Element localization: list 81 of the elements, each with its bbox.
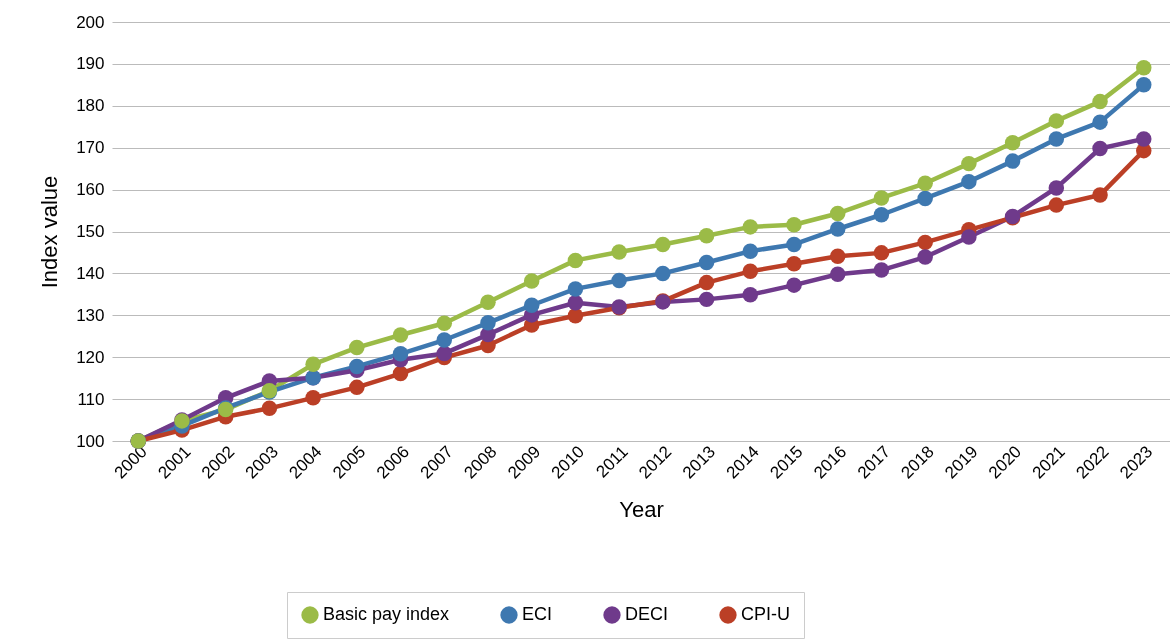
point [1004,134,1021,151]
point [786,256,802,272]
point [873,262,890,278]
point [961,229,977,245]
point [523,297,540,313]
point [1092,140,1108,157]
y-tick-label: 130 [76,305,105,325]
y-tick-label: 120 [76,347,105,367]
point [567,307,584,324]
point [961,155,977,172]
point [305,390,321,406]
point [349,379,365,396]
point [480,294,496,311]
point [1048,180,1065,196]
point [917,175,933,192]
point [961,173,977,190]
point [698,254,715,271]
point [698,227,715,244]
point [349,339,365,356]
legend-label: ECI [522,604,553,624]
point [436,315,453,331]
point [829,248,846,264]
point [873,190,890,206]
point [786,217,802,233]
point [1092,114,1108,130]
point [1048,131,1065,147]
point [1048,197,1065,213]
point [480,315,496,331]
y-tick-label: 180 [76,96,105,116]
point [392,365,409,382]
point [829,221,846,237]
x-axis-title: Year [619,496,664,522]
point [392,327,409,343]
point [261,400,278,417]
point [1004,153,1021,169]
y-tick-label: 200 [76,12,105,32]
point [436,332,453,348]
point [873,207,890,223]
y-tick-label: 170 [76,138,105,158]
point [742,219,759,235]
y-axis-title: Index value [37,175,63,289]
point [742,243,759,259]
point [1136,131,1152,147]
point [523,273,540,289]
point [349,358,365,375]
point [698,274,715,291]
point [917,190,933,207]
y-tick-label: 190 [76,54,105,74]
point [1092,187,1108,203]
point [655,236,671,253]
point [829,205,846,222]
point [1092,93,1108,110]
point [655,265,671,282]
point [917,249,933,265]
point [1136,77,1152,93]
point [742,287,759,303]
legend-label: CPI-U [741,604,790,624]
point [436,345,453,362]
point [917,234,933,251]
point [567,281,584,297]
point [873,245,890,261]
point [786,277,802,293]
y-tick-label: 100 [76,431,105,451]
point [567,252,584,269]
point [1136,59,1152,76]
point [611,272,627,289]
y-tick-label: 140 [76,263,105,283]
legend-label: Basic pay index [323,604,450,624]
y-tick-label: 150 [76,222,105,241]
point [305,356,321,373]
point [742,263,759,280]
y-tick-label: 160 [76,180,105,200]
point [829,266,846,282]
point [698,291,715,308]
point [567,295,584,311]
y-tick-label: 110 [77,389,105,409]
point [786,236,802,253]
point [611,244,627,260]
point [392,346,409,362]
point [1048,113,1065,129]
legend-label: DECI [625,604,669,624]
